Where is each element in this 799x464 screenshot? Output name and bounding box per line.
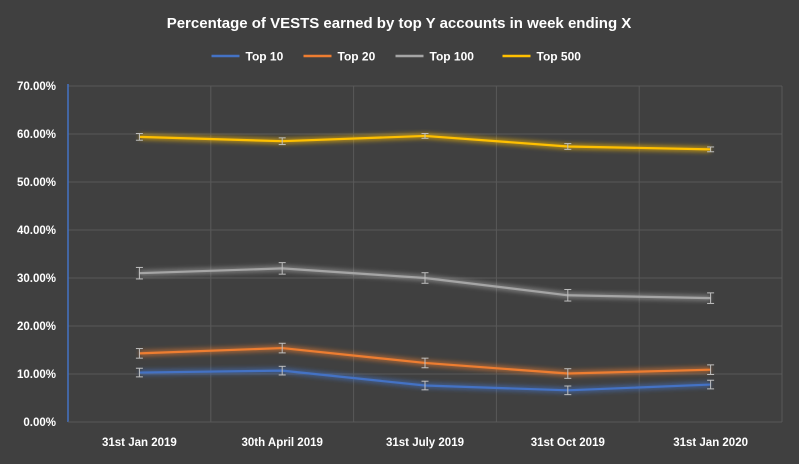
y-tick-label: 40.00%: [17, 225, 56, 237]
y-tick-label: 0.00%: [23, 417, 56, 429]
legend-label: Top 500: [537, 50, 582, 64]
y-tick-label: 30.00%: [17, 273, 56, 285]
x-tick-label: 31st Jan 2020: [673, 437, 748, 449]
legend-item: Top 100: [396, 50, 475, 64]
legend-label: Top 100: [430, 50, 475, 64]
x-tick-label: 31st Jan 2019: [102, 437, 177, 449]
y-axis-tick-labels: 0.00% 10.00% 20.00% 30.00% 40.00% 50.00% 60.00…: [17, 81, 56, 429]
legend-item: Top 500: [503, 50, 582, 64]
y-tick-label: 60.00%: [17, 129, 56, 141]
x-axis-tick-labels: 31st Jan 2019 30th April 2019 31st July 20…: [102, 437, 748, 449]
chart-title: Percentage of VESTS earned by top Y acco…: [167, 15, 632, 32]
legend-label: Top 20: [338, 50, 376, 64]
x-tick-label: 31st Oct 2019: [531, 437, 605, 449]
y-tick-label: 70.00%: [17, 81, 56, 93]
y-tick-label: 10.00%: [17, 369, 56, 381]
legend-item: Top 20: [304, 50, 376, 64]
x-tick-label: 30th April 2019: [242, 437, 323, 449]
legend-item: Top 10: [212, 50, 284, 64]
y-tick-label: 50.00%: [17, 177, 56, 189]
series-layer: [136, 134, 714, 395]
series-top-500: [136, 134, 714, 152]
legend-label: Top 10: [246, 50, 284, 64]
chart-legend: Top 10 Top 20 Top 100 Top 500: [212, 50, 582, 64]
y-tick-label: 20.00%: [17, 321, 56, 333]
series-top-100: [136, 263, 714, 304]
x-tick-label: 31st July 2019: [386, 437, 464, 449]
